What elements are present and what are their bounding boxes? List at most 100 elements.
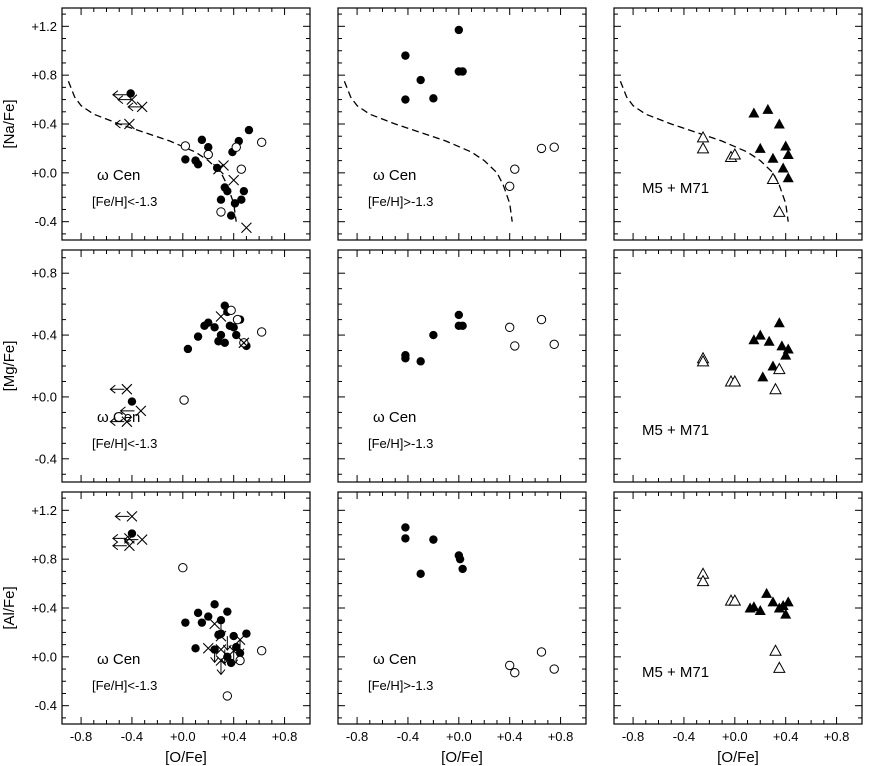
open-triangle-point: [696, 354, 710, 367]
open-circle-point: [236, 164, 247, 174]
y-axis-title-na-fe: [Na/Fe]: [1, 99, 18, 148]
y-tick-label: +1.2: [31, 503, 57, 518]
filled-circle-point: [197, 135, 207, 145]
panel-r3-c3: -0.8 -0.4 +0.0 +0.4 +0.8 M5 + M71: [613, 491, 863, 744]
filled-circle-point: [454, 310, 464, 320]
left-limit-arrow: [119, 406, 135, 416]
x-tick-label: +0.4: [497, 729, 523, 744]
left-limit-arrow: [123, 535, 139, 545]
open-circle-point: [510, 668, 520, 678]
x-tick-label: +0.4: [221, 729, 247, 744]
open-circle-point: [256, 327, 267, 337]
filled-circle-point: [458, 321, 467, 330]
open-circle-point: [504, 660, 515, 671]
cross-point: [121, 416, 133, 428]
x-tick-label: -0.8: [346, 729, 368, 744]
filled-circle-point: [127, 397, 137, 406]
filled-circle-point: [416, 75, 425, 85]
x-tick-label: -0.8: [622, 729, 644, 744]
filled-circle-point: [127, 529, 137, 538]
down-limit-arrow: [222, 636, 232, 651]
filled-triangle-point: [763, 335, 775, 346]
open-circle-point: [549, 142, 559, 152]
x-tick-label: -0.4: [121, 729, 143, 744]
y-tick-label: +0.0: [31, 649, 57, 664]
filled-circle-point: [416, 569, 425, 579]
filled-circle-point: [237, 195, 246, 204]
panel-r1-c3: M5 + M71: [613, 7, 863, 241]
filled-circle-point: [181, 618, 190, 627]
down-limit-arrow: [216, 660, 226, 676]
filled-circle-point: [204, 318, 213, 327]
open-circle-point: [235, 655, 245, 666]
filled-circle-point: [229, 323, 238, 332]
filled-circle-point: [455, 554, 465, 564]
y-tick-label: +0.8: [31, 552, 57, 567]
panel-annotation: ω Cen: [373, 651, 416, 668]
cross-point: [241, 222, 252, 234]
open-triangle-point: [772, 205, 786, 217]
open-triangle-point: [766, 172, 780, 184]
filled-triangle-point: [748, 334, 760, 345]
open-triangle-point: [728, 594, 742, 606]
filled-circle-point: [223, 607, 232, 616]
open-circle-point: [510, 164, 520, 174]
filled-circle-point: [181, 155, 190, 164]
open-triangle-point: [769, 644, 782, 656]
filled-circle-point: [191, 644, 200, 653]
filled-circle-point: [401, 95, 410, 104]
open-circle-point: [549, 339, 559, 350]
open-triangle-point: [728, 374, 742, 387]
y-axis-title-al-fe: [Al/Fe]: [1, 586, 18, 629]
panel-annotation: M5 + M71: [642, 180, 709, 197]
cross-point: [213, 163, 224, 175]
filled-circle-point: [193, 608, 203, 618]
filled-circle-point: [230, 199, 240, 208]
left-limit-arrow: [114, 119, 130, 129]
open-triangle-point: [728, 147, 742, 160]
y-tick-label: +1.2: [31, 19, 57, 34]
filled-triangle-point: [782, 149, 794, 160]
y-tick-label: +0.0: [31, 389, 57, 404]
open-circle-point: [179, 395, 189, 405]
filled-circle-point: [232, 642, 241, 652]
filled-circle-point: [216, 195, 226, 204]
left-limit-arrow: [127, 102, 143, 112]
filled-triangle-point: [777, 162, 789, 173]
panel-annotation: ω Cen: [373, 409, 416, 426]
panel-annotation: ω Cen: [373, 167, 416, 184]
left-limit-arrow: [109, 417, 125, 427]
open-circle-point: [536, 647, 547, 657]
filled-triangle-point: [762, 103, 774, 114]
y-tick-label: +0.8: [31, 266, 57, 281]
panel-r3-c1: -0.8 -0.4 +0.0 +0.4 +0.8 -0.4 +0.0 +0.4 +0.8 +1.2…: [31, 491, 311, 744]
x-tick-label: +0.8: [272, 729, 298, 744]
filled-triangle-point: [782, 596, 794, 607]
panel-r2-c3: M5 + M71: [613, 249, 863, 483]
filled-circle-point: [210, 323, 219, 332]
filled-triangle-point: [776, 340, 788, 351]
y-tick-label: -0.4: [35, 451, 57, 466]
filled-circle-point: [216, 616, 226, 625]
x-tick-label: +0.0: [722, 729, 748, 744]
left-limit-arrow: [117, 95, 132, 104]
filled-circle-point: [239, 186, 249, 196]
filled-triangle-point: [780, 140, 792, 151]
open-triangle-point: [696, 141, 710, 154]
filled-circle-point: [429, 94, 438, 103]
x-tick-label: -0.8: [70, 729, 92, 744]
filled-triangle-point: [767, 596, 779, 607]
filled-circle-point: [416, 357, 425, 366]
open-circle-point: [256, 646, 267, 656]
open-circle-point: [256, 137, 267, 148]
cross-point: [228, 174, 240, 186]
panel-annotation-condition: [Fe/H]>-1.3: [368, 436, 433, 451]
filled-triangle-point: [773, 317, 785, 328]
panel-annotation: ω Cen: [97, 167, 140, 184]
filled-circle-point: [183, 344, 193, 354]
panel-annotation-condition: [Fe/H]<-1.3: [92, 194, 157, 209]
filled-circle-point: [204, 143, 213, 152]
open-circle-point: [180, 141, 191, 151]
cross-point: [136, 534, 148, 546]
